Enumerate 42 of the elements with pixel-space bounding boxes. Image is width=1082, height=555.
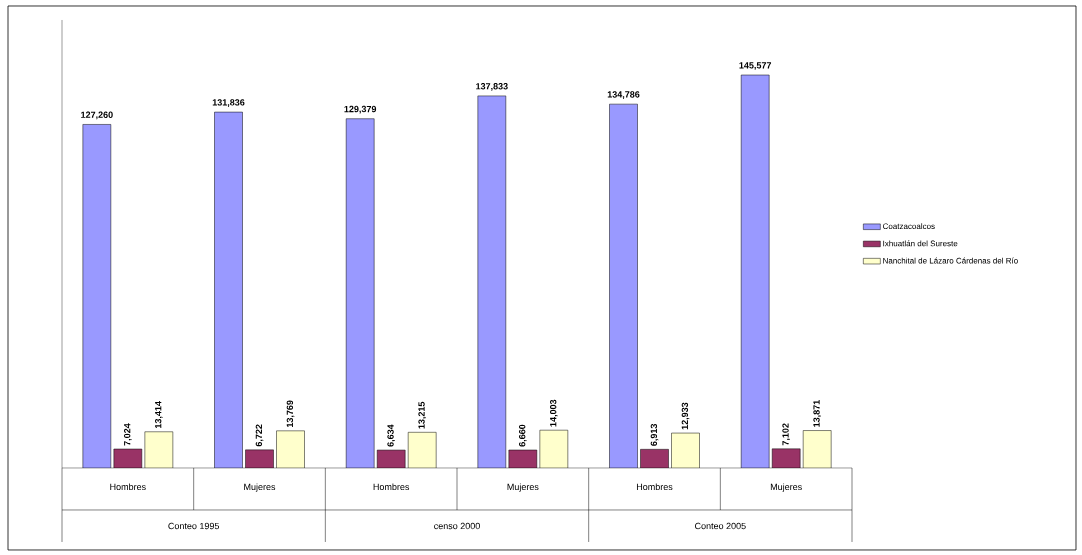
x-tick-label: Hombres [636, 483, 673, 491]
x-tick-label: Hombres [373, 483, 410, 491]
bar [276, 430, 305, 468]
bar [408, 432, 437, 468]
data-label: 12,933 [681, 402, 690, 430]
bar [609, 104, 638, 468]
x-tick-label: Mujeres [244, 483, 276, 492]
data-label: 6,660 [519, 424, 527, 447]
data-label: 6,913 [650, 423, 659, 446]
legend-label: Nanchital de Lázaro Cárdenas del Río [883, 257, 1018, 264]
bar [671, 433, 700, 468]
legend-label: Coatzacoalcos [883, 223, 935, 230]
data-label: 127,260 [81, 111, 113, 120]
text: Conteo 2005 [695, 522, 746, 530]
bar [477, 95, 506, 468]
data-label: 13,871 [813, 400, 822, 427]
bar [740, 74, 770, 468]
bar [144, 431, 173, 468]
bar [214, 112, 243, 468]
bar [82, 124, 111, 468]
data-label: 13,769 [286, 400, 295, 428]
text: Conteo 1995 [168, 522, 220, 530]
data-label: 129,379 [344, 105, 377, 114]
data-label: 6,634 [387, 424, 396, 447]
data-label: 131,836 [212, 99, 245, 107]
x-tick-label: Mujeres [770, 483, 802, 492]
data-label: 145,577 [739, 62, 772, 70]
data-label: 13,215 [418, 401, 427, 429]
data-label: 134,786 [607, 91, 640, 99]
data-label: 7,102 [782, 423, 791, 446]
x-tick-label: Hombres [110, 483, 146, 491]
x-tick-label: Mujeres [507, 483, 539, 492]
data-label: 14,003 [550, 399, 558, 427]
legend-label: Ixhuatlán del Sureste [883, 240, 958, 247]
text: censo 2000 [434, 522, 480, 530]
data-label: 137,833 [476, 83, 508, 91]
bar [802, 430, 832, 468]
bar [539, 430, 568, 468]
data-label: 7,024 [124, 423, 132, 446]
bar [346, 118, 375, 468]
data-label: 13,414 [155, 401, 163, 429]
data-label: 6,722 [255, 424, 264, 447]
